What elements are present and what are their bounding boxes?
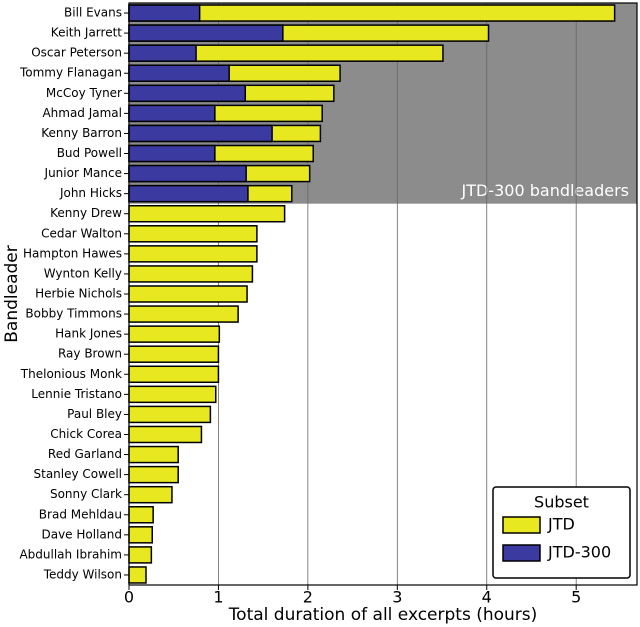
bar: [128, 245, 258, 263]
bar: [128, 445, 179, 464]
y-tick-label: Oscar Peterson: [31, 46, 122, 60]
x-tick-label: 3: [392, 588, 402, 607]
x-axis-label: Total duration of all excerpts (hours): [228, 605, 538, 625]
bar: [128, 84, 247, 103]
bar: [128, 265, 254, 283]
y-tick-label: Red Garland: [48, 447, 122, 461]
legend-label: JTD: [547, 515, 575, 534]
y-tick-label: Tommy Flanagan: [19, 66, 122, 80]
y-tick-label: Chick Corea: [50, 427, 122, 441]
bar: [128, 365, 220, 384]
bar: [128, 405, 212, 424]
bar: [128, 305, 239, 323]
legend-swatch: [502, 516, 541, 534]
x-tick-label: 0: [124, 588, 134, 607]
y-tick-label: Bobby Timmons: [25, 307, 122, 321]
bar: [128, 144, 216, 163]
x-tick-label: 1: [213, 588, 223, 607]
y-tick-label: Cedar Walton: [41, 226, 122, 240]
bar: [128, 506, 154, 524]
bar: [128, 345, 220, 363]
bar: [128, 164, 247, 183]
bar: [128, 325, 221, 343]
y-tick-label: Junior Mance: [44, 166, 122, 180]
bar: [128, 64, 230, 82]
y-tick-label: Abdullah Ibrahim: [19, 547, 122, 561]
y-tick-label: Bud Powell: [57, 146, 122, 160]
y-tick-label: McCoy Tyner: [46, 86, 122, 100]
y-tick-label: Kenny Drew: [50, 206, 122, 220]
bar: [128, 204, 286, 223]
bar: [128, 225, 258, 243]
y-tick-label: Teddy Wilson: [43, 567, 122, 581]
bar: [128, 425, 203, 444]
y-tick-label: Hank Jones: [55, 327, 122, 341]
y-tick-label: John Hicks: [59, 186, 122, 200]
plot-frame: [128, 2, 638, 586]
y-tick-label: Wynton Kelly: [44, 266, 122, 280]
y-tick-label: Brad Mehldau: [39, 507, 122, 521]
y-tick-label: Ahmad Jamal: [42, 106, 122, 120]
bar: [128, 566, 147, 584]
bar: [128, 385, 217, 404]
bar: [128, 4, 616, 22]
annotation: JTD-300 bandleaders: [461, 181, 629, 200]
x-tick-label: 4: [482, 588, 492, 607]
y-tick-label: Bill Evans: [64, 6, 122, 20]
bar: [128, 526, 154, 544]
legend-swatch: [502, 544, 541, 562]
x-tick-label: 2: [303, 588, 313, 607]
legend-title: Subset: [534, 493, 589, 512]
bar: [128, 24, 284, 42]
bar: [128, 546, 153, 564]
y-axis-label: Bandleader: [2, 245, 22, 342]
y-tick-label: Lennie Tristano: [31, 387, 122, 401]
y-tick-label: Ray Brown: [58, 347, 122, 361]
y-tick-label: Sonny Clark: [50, 487, 122, 501]
bar: [128, 4, 201, 22]
y-tick-label: Dave Holland: [41, 527, 122, 541]
y-tick-label: Hampton Hawes: [23, 246, 122, 260]
y-tick-label: Kenny Barron: [41, 126, 122, 140]
bar: [128, 285, 248, 303]
y-tick-label: Keith Jarrett: [51, 26, 122, 40]
bar: [128, 465, 179, 484]
y-tick-label: Stanley Cowell: [34, 467, 123, 481]
y-tick-label: Thelonious Monk: [20, 367, 122, 381]
bar: [128, 44, 197, 62]
x-tick-label: 5: [571, 588, 581, 607]
bar: [128, 104, 216, 123]
legend-label: JTD-300: [547, 543, 611, 562]
y-tick-label: Paul Bley: [67, 407, 122, 421]
bar: [128, 124, 273, 143]
bar: [128, 485, 173, 504]
bar: [128, 184, 249, 203]
y-tick-label: Herbie Nichols: [35, 287, 122, 301]
